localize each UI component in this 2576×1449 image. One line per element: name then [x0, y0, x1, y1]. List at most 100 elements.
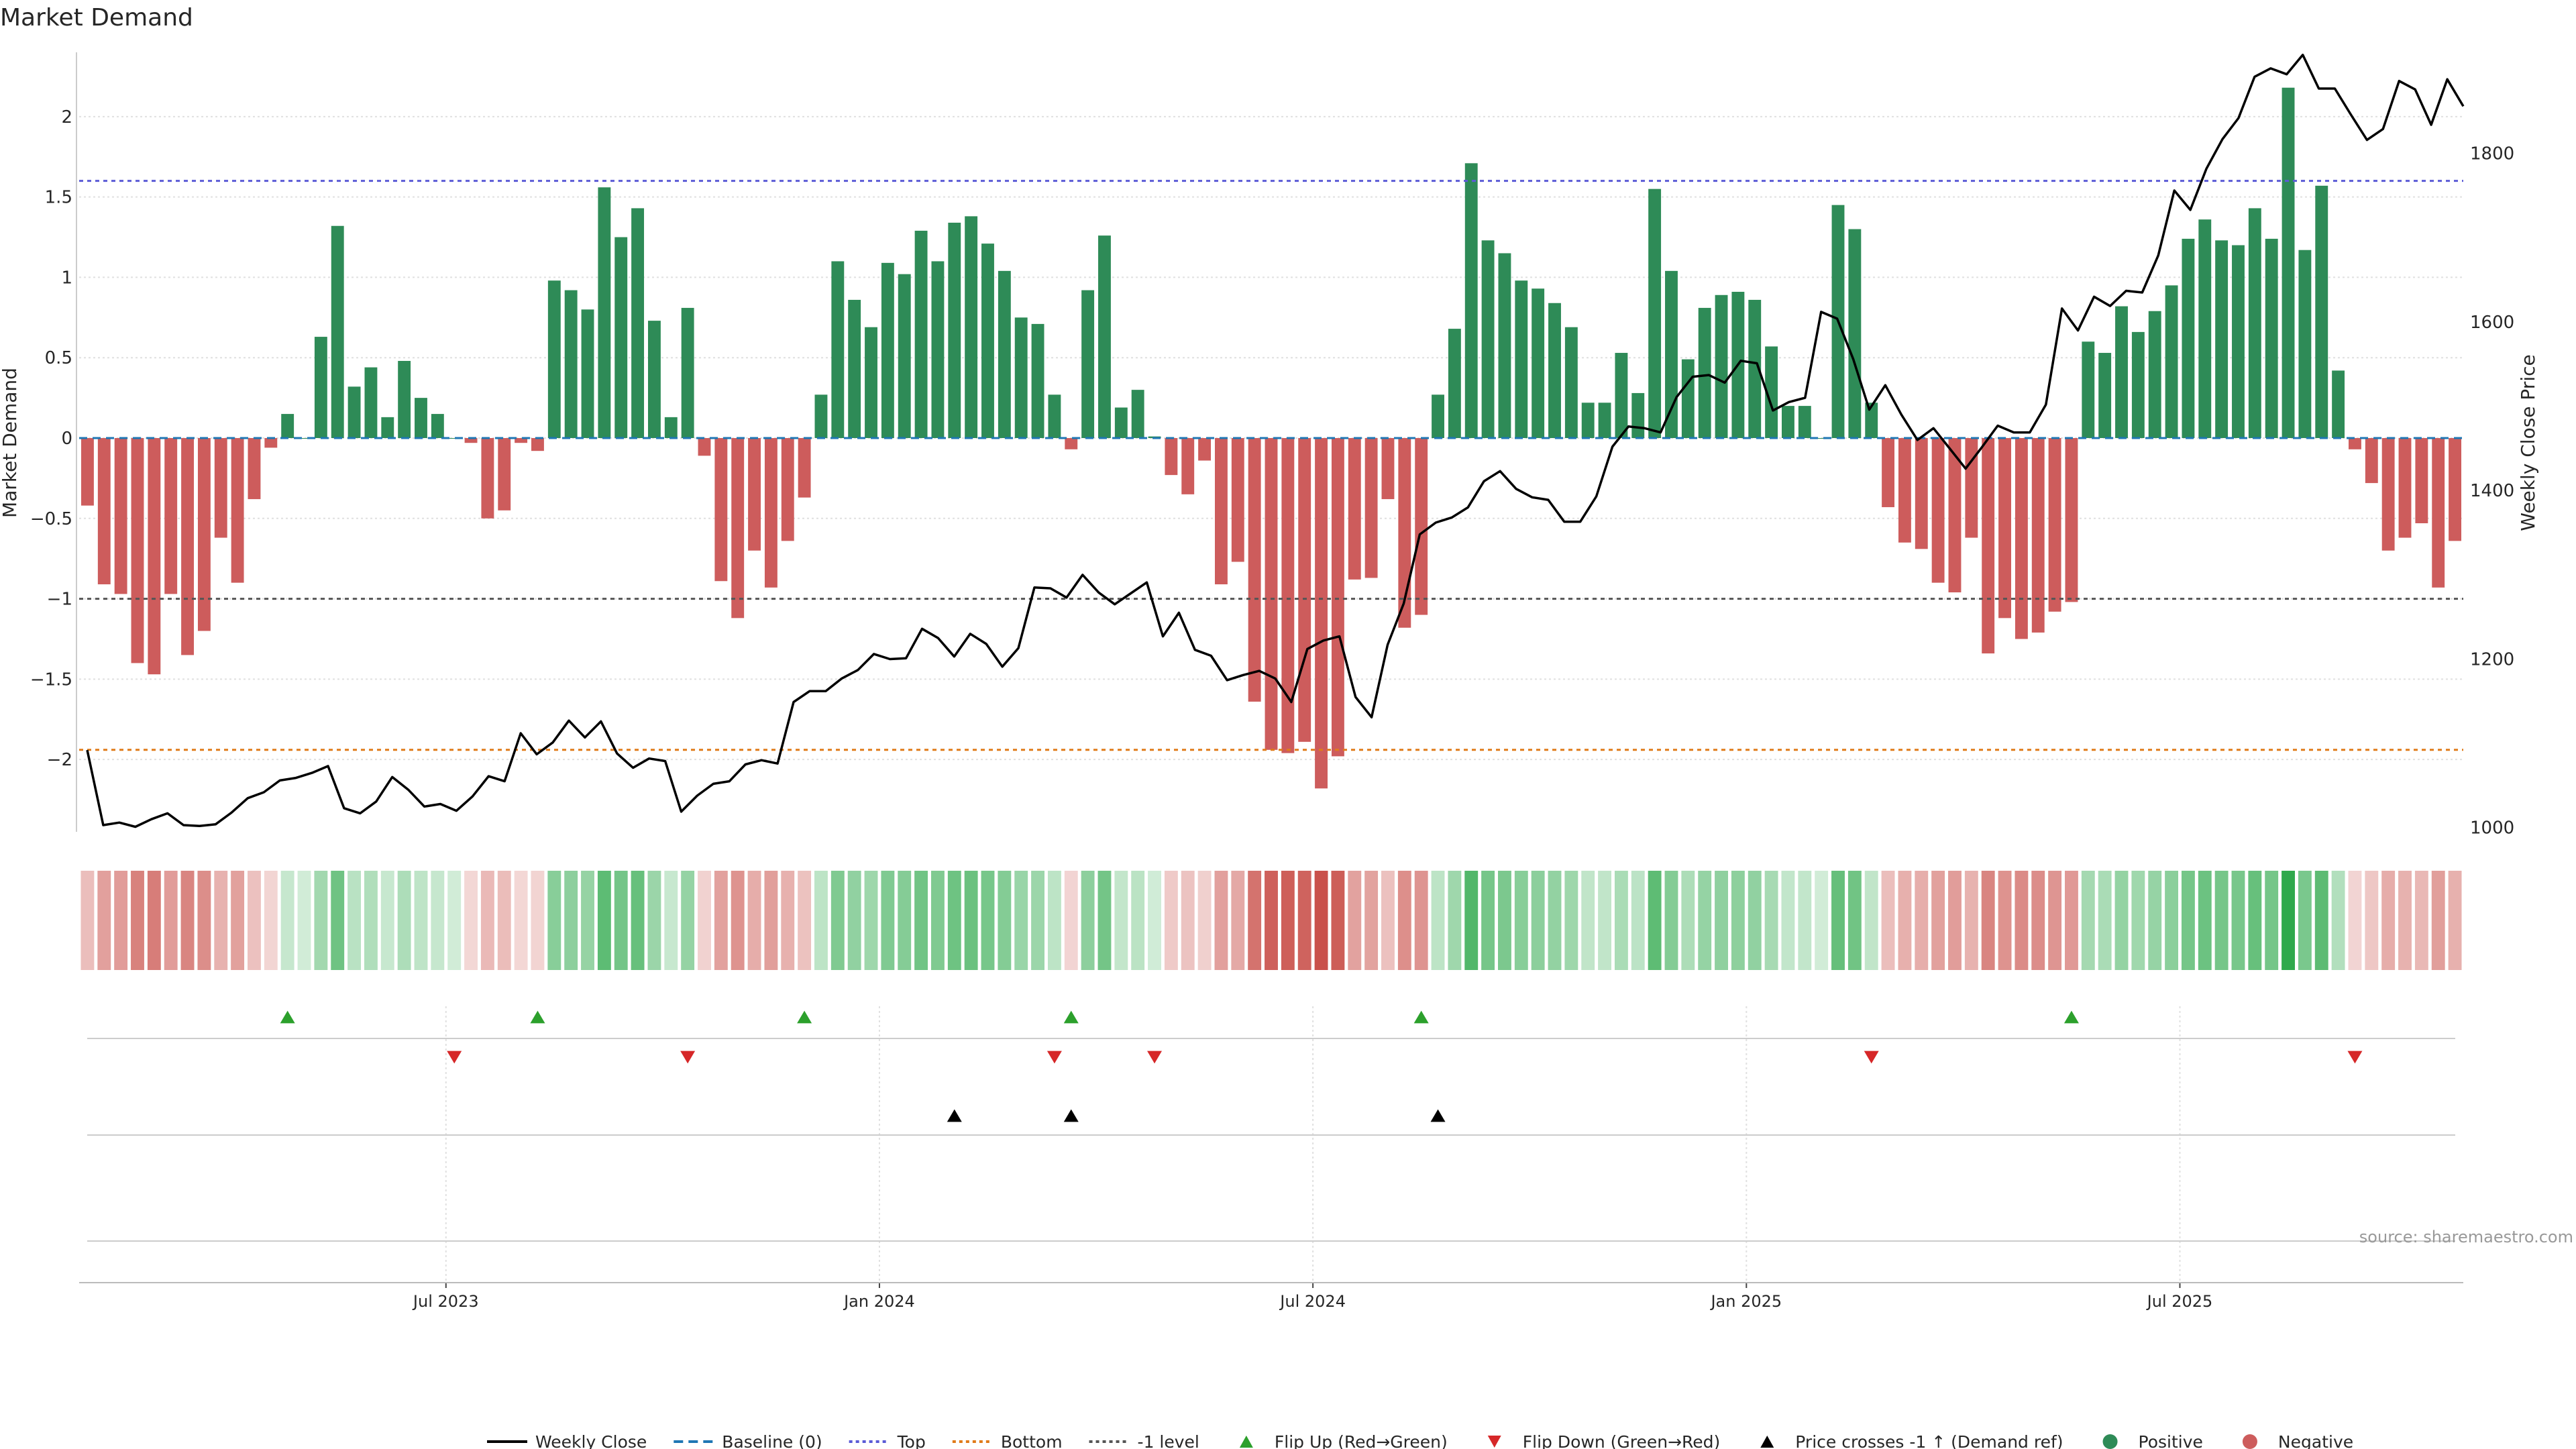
- demand-bar: [197, 438, 211, 631]
- demand-bar: [1398, 438, 1411, 628]
- heat-cell: [1698, 871, 1712, 970]
- heat-cell: [814, 871, 828, 970]
- demand-bar: [1631, 392, 1645, 439]
- demand-bar: [2449, 438, 2462, 541]
- y-tick-label: 2: [61, 107, 72, 127]
- demand-bar: [547, 280, 561, 439]
- demand-bar: [2215, 240, 2229, 439]
- heat-cell: [1397, 871, 1411, 970]
- demand-bar: [731, 438, 745, 619]
- y-tick-label: 0.5: [45, 348, 72, 368]
- demand-bar: [481, 438, 494, 519]
- demand-bar: [1381, 438, 1395, 500]
- y-axis-label: Market Demand: [0, 368, 21, 518]
- heat-cell: [1781, 871, 1795, 970]
- heat-cell: [898, 871, 912, 970]
- heat-cell: [1815, 871, 1829, 970]
- heat-cell: [1831, 871, 1845, 970]
- heat-cell: [264, 871, 278, 970]
- heat-cell: [2381, 871, 2396, 970]
- demand-bar: [1198, 438, 1212, 461]
- demand-bar: [2115, 306, 2128, 439]
- heat-strip: [80, 871, 2462, 970]
- flip-down-marker: [1046, 1051, 1062, 1064]
- demand-bars: [80, 87, 2462, 789]
- heat-cell: [114, 871, 128, 970]
- heat-cell: [1964, 871, 1978, 970]
- heat-cell: [947, 871, 961, 970]
- flip-down-marker: [1864, 1051, 1879, 1064]
- demand-bar: [1448, 329, 1461, 439]
- demand-bar: [381, 417, 394, 439]
- demand-bar: [1098, 235, 1111, 439]
- demand-bar: [2248, 208, 2261, 439]
- demand-bar: [881, 262, 894, 439]
- heat-cell: [347, 871, 362, 970]
- demand-bar: [298, 438, 311, 439]
- heat-cell: [1381, 871, 1395, 970]
- heat-cell: [1598, 871, 1612, 970]
- demand-bar: [681, 307, 694, 439]
- heat-cell: [1514, 871, 1528, 970]
- legend-label: Top: [897, 1432, 926, 1449]
- flip-down-marker: [2347, 1051, 2363, 1064]
- demand-bar: [764, 438, 777, 588]
- heat-cell: [798, 871, 812, 970]
- heat-cell: [1348, 871, 1362, 970]
- legend-swatch: [2242, 1434, 2257, 1449]
- heat-cell: [1097, 871, 1112, 970]
- heat-cell: [930, 871, 945, 970]
- x-tick-label: Jul 2023: [412, 1292, 479, 1311]
- demand-bar: [1581, 402, 1595, 439]
- x-tick-label: Jul 2024: [1279, 1292, 1346, 1311]
- demand-bar: [531, 438, 544, 451]
- demand-bar: [2332, 370, 2345, 439]
- demand-bar: [1181, 438, 1195, 494]
- heat-cell: [1164, 871, 1178, 970]
- demand-bar: [931, 261, 945, 439]
- heat-cell: [514, 871, 528, 970]
- demand-bar: [1681, 359, 1695, 439]
- heat-cell: [364, 871, 378, 970]
- heat-cell: [1031, 871, 1044, 970]
- demand-bar: [2165, 285, 2178, 439]
- demand-bar: [464, 438, 478, 443]
- legend-label: Negative: [2278, 1432, 2353, 1449]
- heat-cell: [864, 871, 878, 970]
- heat-cell: [1881, 871, 1895, 970]
- flip-down-marker: [1147, 1051, 1163, 1064]
- demand-bar: [415, 398, 427, 439]
- heat-cell: [414, 871, 428, 970]
- heat-cell: [1581, 871, 1595, 970]
- demand-bar: [1698, 307, 1711, 439]
- heat-cell: [2165, 871, 2179, 970]
- demand-bar: [1782, 406, 1794, 439]
- demand-bar: [1898, 438, 1911, 543]
- demand-bar: [2415, 438, 2428, 523]
- demand-bar: [2182, 238, 2195, 439]
- heat-cell: [1364, 871, 1379, 970]
- demand-bar: [431, 414, 444, 439]
- heat-cell: [1548, 871, 1562, 970]
- heat-cell: [180, 871, 195, 970]
- heat-cell: [2448, 871, 2462, 970]
- demand-bar: [2298, 250, 2312, 439]
- heat-cell: [2248, 871, 2262, 970]
- flip-down-marker: [680, 1051, 696, 1064]
- demand-bar: [781, 438, 794, 541]
- demand-bar: [1748, 299, 1762, 439]
- heat-cell: [1414, 871, 1428, 970]
- demand-bar: [498, 438, 511, 511]
- y-tick-label: −0.5: [30, 509, 72, 529]
- heat-cell: [1915, 871, 1929, 970]
- heat-cell: [1214, 871, 1228, 970]
- heat-cell: [1197, 871, 1212, 970]
- heat-cell: [497, 871, 511, 970]
- demand-bar: [1865, 402, 1878, 439]
- demand-bar: [164, 438, 178, 594]
- heat-cell: [1131, 871, 1145, 970]
- heat-cell: [764, 871, 778, 970]
- heat-cell: [2065, 871, 2078, 970]
- heat-cell: [2181, 871, 2195, 970]
